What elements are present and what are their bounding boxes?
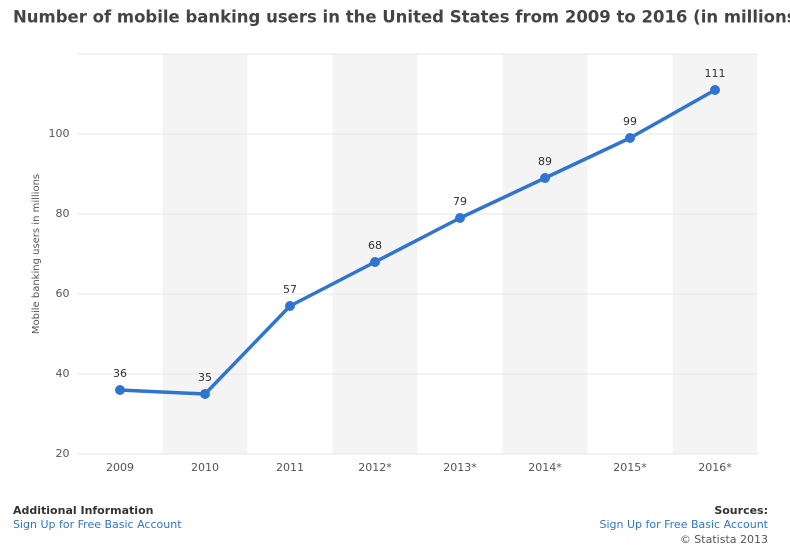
band [502,54,588,454]
band [672,54,758,454]
x-tick-label: 2011 [276,461,304,474]
x-tick-label: 2016* [698,461,732,474]
point [455,213,465,223]
y-axis-label: Mobile banking users in millions [31,174,42,334]
x-tick-label: 2013* [443,461,477,474]
copyright: © Statista 2013 [680,533,768,546]
x-tick-label: 2012* [358,461,392,474]
band [162,54,248,454]
sources-title: Sources: [714,504,768,517]
footer-link[interactable]: Sign Up for Free Basic Account [13,518,182,531]
sources-link[interactable]: Sign Up for Free Basic Account [599,518,768,531]
data-label: 35 [198,371,212,384]
y-tick-label: 100 [49,127,70,140]
line [119,88,716,396]
x-tick-label: 2009 [106,461,134,474]
band [332,54,418,454]
point [285,301,295,311]
point [370,257,380,267]
data-label: 79 [453,195,467,208]
data-label: 36 [113,367,127,380]
data-label: 89 [538,155,552,168]
y-tick-label: 60 [56,287,70,300]
y-tick-label: 20 [56,447,70,460]
point [200,389,210,399]
point [540,173,550,183]
footer-title: Additional Information [13,504,153,517]
data-label: 111 [705,67,726,80]
point [625,133,635,143]
x-tick-label: 2015* [613,461,647,474]
data-label: 99 [623,115,637,128]
y-tick-label: 40 [56,367,70,380]
point [115,385,125,395]
point [710,85,720,95]
data-label: 68 [368,239,382,252]
chart-title: Number of mobile banking users in the Un… [13,8,790,27]
data-label: 57 [283,283,297,296]
x-tick-label: 2010 [191,461,219,474]
y-tick-label: 80 [56,207,70,220]
x-tick-label: 2014* [528,461,562,474]
